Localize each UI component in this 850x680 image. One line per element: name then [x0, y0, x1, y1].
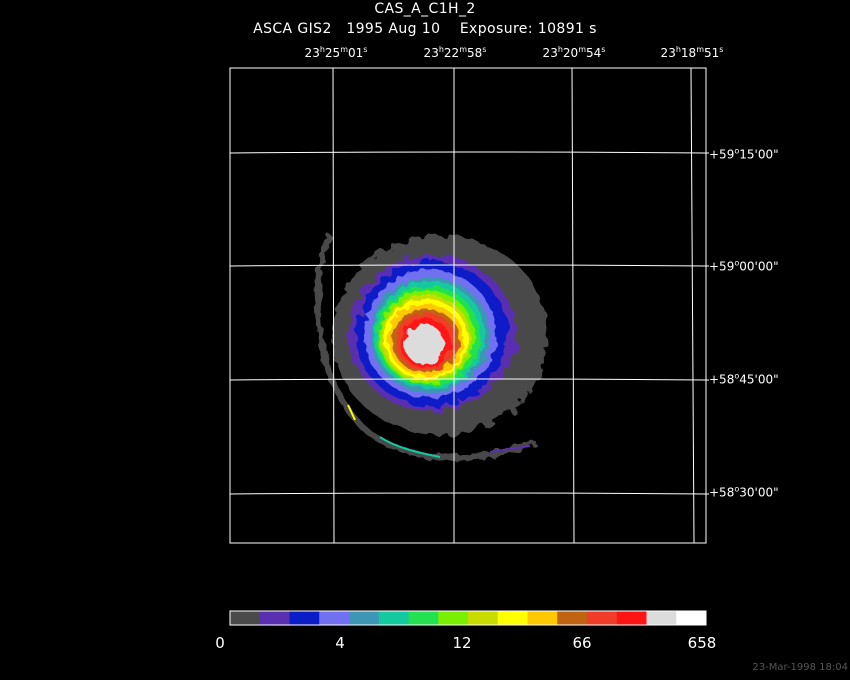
colorbar-swatch: [527, 611, 558, 625]
ra-label-3: 23h20m54s: [542, 45, 606, 60]
colorbar-label-0: 0: [215, 634, 225, 652]
colorbar-swatch: [616, 611, 647, 625]
colorbar-label-4: 658: [687, 634, 717, 652]
colorbar-swatch: [587, 611, 618, 625]
colorbar-label-2: 12: [452, 634, 472, 652]
xray-source: [314, 233, 548, 461]
colorbar-swatch: [230, 611, 261, 625]
outer-arc-edge-2: [347, 404, 356, 421]
colorbar-swatch: [676, 611, 707, 625]
colorbar-swatch: [468, 611, 499, 625]
colorbar-swatch: [319, 611, 350, 625]
colorbar-swatch: [378, 611, 409, 625]
dec-label-1: +59o15'00": [709, 146, 779, 162]
colorbar-swatch: [497, 611, 528, 625]
colorbar-label-1: 4: [335, 634, 345, 652]
contour-level-15: [404, 324, 444, 364]
colorbar-frame: [229, 610, 707, 626]
colorbar-swatch: [646, 611, 677, 625]
colorbar-swatch: [438, 611, 469, 625]
observation-date: 1995 Aug 10: [346, 21, 441, 37]
colorbar-swatch: [289, 611, 320, 625]
dec-label-3: +58o45'00": [709, 371, 779, 387]
ra-label-2: 23h22m58s: [423, 45, 487, 60]
colorbar-label-3: 66: [572, 634, 592, 652]
ra-label-1: 23h25m01s: [304, 45, 368, 60]
outer-arc-edge-3: [489, 445, 531, 453]
ra-label-4: 23h18m51s: [660, 45, 724, 60]
exposure-label: Exposure: 10891 s: [459, 21, 597, 37]
colorbar-swatch: [349, 611, 380, 625]
dec-label-4: +58o30'00": [709, 484, 779, 500]
colorbar-swatch: [259, 611, 290, 625]
outer-arc-edge: [379, 436, 441, 458]
dec-label-2: +59o00'00": [709, 258, 779, 274]
outer-arc-bottom: [342, 403, 537, 461]
image-title: CAS_A_C1H_2: [374, 1, 476, 17]
coordinate-grid: [229, 67, 709, 544]
timestamp: 23-Mar-1998 18:04: [752, 662, 848, 673]
image-frame: [229, 67, 707, 544]
colorbar-swatch: [408, 611, 439, 625]
colorbar-swatch: [557, 611, 588, 625]
observation-info: ASCA GIS2 1995 Aug 10 Exposure: 10891 s: [0, 21, 850, 37]
colorbar: [230, 611, 707, 625]
instrument-label: ASCA GIS2: [253, 21, 332, 37]
